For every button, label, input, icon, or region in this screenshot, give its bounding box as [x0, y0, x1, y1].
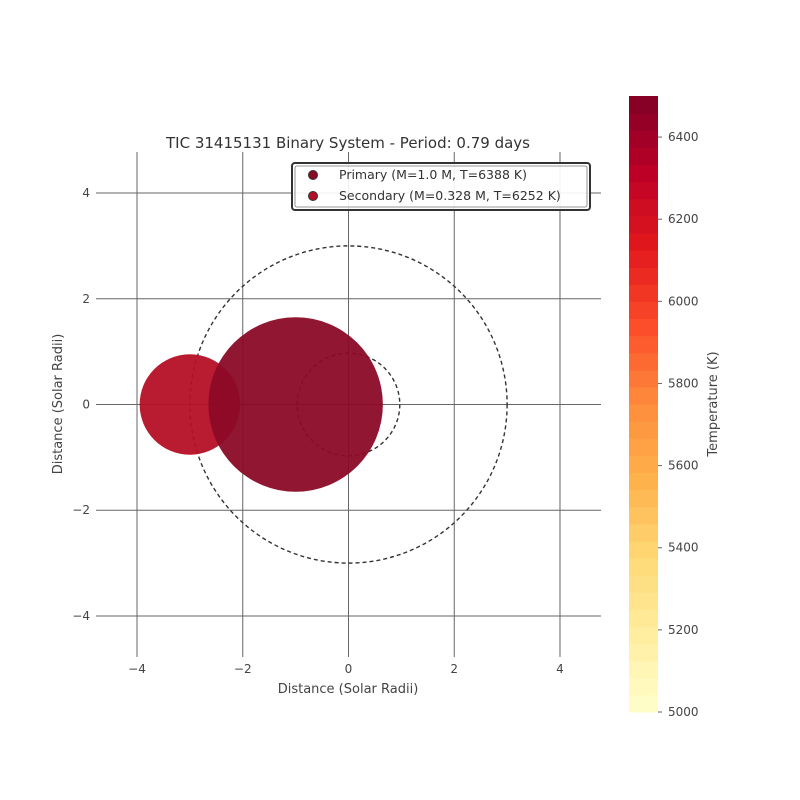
colorbar-band — [629, 369, 658, 388]
colorbar-band — [629, 113, 658, 131]
colorbar-band — [629, 404, 658, 422]
colorbar-band — [629, 455, 658, 474]
y-tick-label: −4 — [72, 609, 90, 623]
colorbar-tick-label: 6200 — [668, 212, 699, 226]
legend-label-primary: Primary (M=1.0 M, T=6388 K) — [339, 167, 527, 182]
axis-ticks: −4 −2 0 2 4 −4 −2 0 2 4 — [72, 152, 601, 676]
colorbar-tick-label: 5000 — [668, 705, 699, 719]
colorbar-band — [629, 677, 658, 696]
y-tick-label: 2 — [82, 292, 90, 306]
colorbar-band — [629, 215, 658, 234]
colorbar-tick-label: 6000 — [668, 294, 699, 308]
colorbar: 5000 5200 5400 5600 5800 6000 6200 6400 Tempera… — [629, 96, 721, 719]
x-tick-label: −4 — [128, 662, 146, 676]
colorbar-band — [629, 198, 658, 217]
colorbar-band — [629, 694, 658, 713]
colorbar-band — [629, 250, 658, 268]
stars — [139, 317, 383, 492]
colorbar-band — [629, 421, 658, 439]
colorbar-band — [629, 592, 658, 610]
colorbar-band — [629, 267, 658, 285]
colorbar-band — [629, 540, 658, 559]
y-tick-label: −2 — [72, 503, 90, 517]
colorbar-tick-label: 6400 — [668, 130, 699, 144]
colorbar-tick-label: 5400 — [668, 541, 699, 555]
colorbar-tick-label: 5800 — [668, 376, 699, 390]
colorbar-band — [629, 438, 658, 456]
colorbar-label: Temperature (K) — [706, 351, 721, 457]
colorbar-ticks: 5000 5200 5400 5600 5800 6000 6200 6400 — [658, 130, 699, 719]
chart-title: TIC 31415131 Binary System - Period: 0.7… — [165, 134, 530, 152]
colorbar-band — [629, 352, 658, 371]
y-axis-label: Distance (Solar Radii) — [51, 334, 66, 475]
y-tick-label: 0 — [82, 398, 90, 412]
x-tick-label: 4 — [556, 662, 564, 676]
colorbar-band — [629, 318, 658, 337]
colorbar-tick-label: 5200 — [668, 623, 699, 637]
colorbar-band — [629, 232, 658, 251]
x-axis-label: Distance (Solar Radii) — [278, 682, 419, 697]
colorbar-band — [629, 96, 658, 114]
colorbar-band — [629, 643, 658, 662]
colorbar-band — [629, 147, 658, 166]
legend-box — [291, 162, 591, 211]
colorbar-tick-label: 5600 — [668, 459, 699, 473]
y-tick-label: 4 — [82, 186, 90, 200]
legend-label-secondary: Secondary (M=0.328 M, T=6252 K) — [339, 188, 561, 203]
colorbar-band — [629, 575, 658, 593]
colorbar-band — [629, 523, 658, 542]
legend-marker-secondary — [308, 191, 318, 201]
x-tick-label: 2 — [450, 662, 458, 676]
colorbar-band — [629, 164, 658, 183]
colorbar-band — [629, 386, 658, 405]
x-tick-label: −2 — [234, 662, 252, 676]
legend-marker-primary — [308, 170, 318, 180]
colorbar-band — [629, 130, 658, 148]
colorbar-band — [629, 558, 658, 576]
colorbar-band — [629, 472, 658, 491]
colorbar-band — [629, 181, 658, 200]
colorbar-band — [629, 335, 658, 354]
colorbar-band — [629, 660, 658, 679]
plot-area: −4 −2 0 2 4 −4 −2 0 2 4 — [72, 152, 601, 676]
colorbar-band — [629, 301, 658, 320]
colorbar-band — [629, 506, 658, 525]
legend: Primary (M=1.0 M, T=6388 K) Secondary (M… — [291, 162, 591, 211]
colorbar-band — [629, 284, 658, 302]
colorbar-bands — [629, 96, 658, 713]
colorbar-band — [629, 626, 658, 645]
colorbar-band — [629, 489, 658, 508]
colorbar-band — [629, 609, 658, 628]
star-primary — [208, 317, 383, 492]
x-tick-label: 0 — [345, 662, 353, 676]
legend-box-inner — [294, 165, 588, 208]
